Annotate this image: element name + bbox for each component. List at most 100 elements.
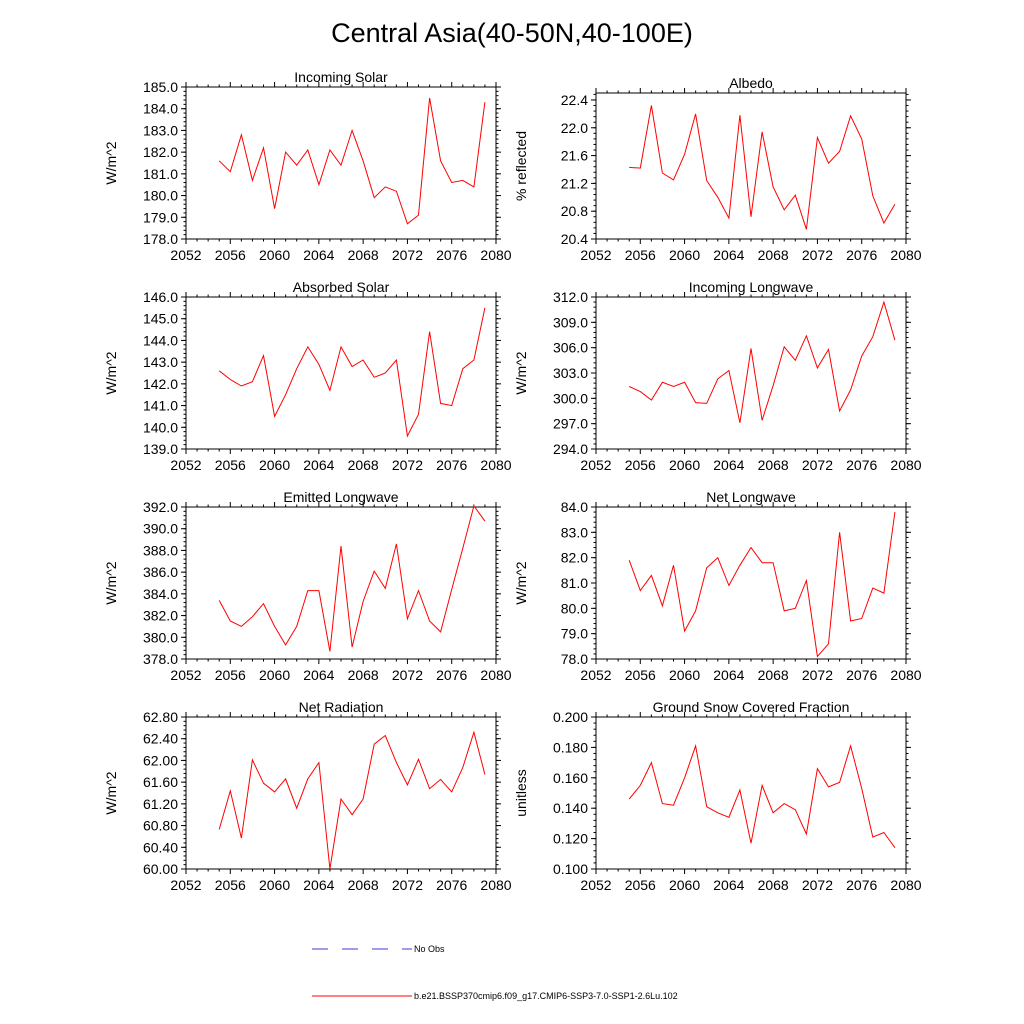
x-tick-label: 2076 — [436, 247, 467, 263]
panel-title: Ground Snow Covered Fraction — [653, 699, 850, 715]
y-tick-label: 80.0 — [561, 600, 588, 616]
x-tick-label: 2068 — [758, 877, 789, 893]
x-tick-label: 2076 — [436, 457, 467, 473]
y-tick-label: 180.0 — [143, 188, 178, 204]
x-tick-label: 2080 — [480, 457, 511, 473]
x-tick-label: 2076 — [846, 877, 877, 893]
y-tick-label: 0.160 — [553, 770, 588, 786]
y-tick-label: 306.0 — [553, 340, 588, 356]
series-line — [628, 300, 896, 423]
legend-series-label: b.e21.BSSP370cmip6.f09_g17.CMIP6-SSP3-7.… — [414, 991, 678, 1001]
y-axis-label: W/m^2 — [103, 561, 119, 604]
x-tick-label: 2052 — [580, 667, 611, 683]
y-tick-label: 20.8 — [561, 203, 588, 219]
y-tick-label: 62.40 — [143, 731, 178, 747]
y-tick-label: 60.80 — [143, 818, 178, 834]
x-tick-label: 2072 — [802, 457, 833, 473]
y-axis-label: W/m^2 — [103, 351, 119, 394]
x-tick-label: 2056 — [215, 877, 246, 893]
y-tick-label: 378.0 — [143, 651, 178, 667]
y-tick-label: 178.0 — [143, 231, 178, 247]
y-tick-label: 78.0 — [561, 651, 588, 667]
x-tick-label: 2056 — [215, 667, 246, 683]
y-tick-label: 139.0 — [143, 441, 178, 457]
panel-net-radiation: Net Radiation W/m^2 2052 2056 2060 2064 2068 20… — [103, 699, 512, 893]
y-tick-label: 60.00 — [143, 861, 178, 877]
y-tick-label: 179.0 — [143, 209, 178, 225]
y-tick-label: 388.0 — [143, 542, 178, 558]
x-tick-label: 2064 — [713, 877, 744, 893]
y-tick-label: 0.200 — [553, 709, 588, 725]
x-tick-label: 2068 — [758, 457, 789, 473]
x-tick-label: 2060 — [669, 247, 700, 263]
y-tick-label: 386.0 — [143, 564, 178, 580]
x-tick-label: 2068 — [348, 877, 379, 893]
series-line — [218, 504, 486, 652]
x-tick-label: 2052 — [170, 457, 201, 473]
series-line — [218, 730, 486, 870]
x-tick-label: 2060 — [259, 247, 290, 263]
x-tick-label: 2064 — [303, 247, 334, 263]
x-tick-label: 2056 — [625, 877, 656, 893]
x-tick-label: 2068 — [758, 247, 789, 263]
x-tick-label: 2080 — [890, 247, 921, 263]
y-tick-label: 144.0 — [143, 332, 178, 348]
panel-ground-snow-covered-fraction: Ground Snow Covered Fraction unitless 2052… — [513, 699, 922, 893]
y-tick-label: 0.180 — [553, 739, 588, 755]
y-tick-label: 62.80 — [143, 709, 178, 725]
x-tick-label: 2052 — [580, 247, 611, 263]
legend-no-obs-label: No Obs — [414, 944, 445, 954]
x-tick-label: 2068 — [348, 667, 379, 683]
y-tick-label: 294.0 — [553, 441, 588, 457]
y-tick-label: 309.0 — [553, 314, 588, 330]
y-axis-label: W/m^2 — [513, 351, 529, 394]
y-tick-label: 62.00 — [143, 752, 178, 768]
y-tick-label: 60.40 — [143, 839, 178, 855]
panels: Incoming Solar W/m^2 2052 2056 2060 2064 2068 2… — [103, 69, 922, 893]
panel-title: Absorbed Solar — [293, 279, 390, 295]
x-tick-label: 2072 — [392, 247, 423, 263]
x-tick-label: 2076 — [846, 667, 877, 683]
y-tick-label: 0.120 — [553, 831, 588, 847]
panel-title: Incoming Longwave — [689, 279, 814, 295]
x-tick-label: 2052 — [170, 667, 201, 683]
y-tick-label: 22.0 — [561, 120, 588, 136]
x-tick-label: 2060 — [669, 457, 700, 473]
x-tick-label: 2056 — [215, 457, 246, 473]
y-tick-label: 390.0 — [143, 521, 178, 537]
x-tick-label: 2080 — [890, 457, 921, 473]
y-tick-label: 0.100 — [553, 861, 588, 877]
x-tick-label: 2072 — [392, 457, 423, 473]
y-tick-label: 384.0 — [143, 586, 178, 602]
x-tick-label: 2060 — [259, 877, 290, 893]
y-tick-label: 300.0 — [553, 390, 588, 406]
y-tick-label: 61.20 — [143, 796, 178, 812]
x-tick-label: 2080 — [480, 247, 511, 263]
panel-title: Net Radiation — [299, 699, 384, 715]
panel-emitted-longwave: Emitted Longwave W/m^2 2052 2056 2060 2064 206… — [103, 489, 512, 683]
x-tick-label: 2060 — [259, 457, 290, 473]
x-tick-label: 2052 — [170, 877, 201, 893]
y-tick-label: 142.0 — [143, 376, 178, 392]
series-line — [629, 105, 896, 230]
x-tick-label: 2072 — [392, 667, 423, 683]
y-tick-label: 303.0 — [553, 365, 588, 381]
x-tick-label: 2080 — [890, 877, 921, 893]
x-tick-label: 2052 — [580, 457, 611, 473]
x-tick-label: 2076 — [846, 457, 877, 473]
y-tick-label: 380.0 — [143, 629, 178, 645]
x-tick-label: 2056 — [215, 247, 246, 263]
x-tick-label: 2064 — [713, 247, 744, 263]
y-tick-label: 183.0 — [143, 122, 178, 138]
series-line — [218, 97, 486, 225]
y-tick-label: 21.2 — [561, 175, 588, 191]
y-tick-label: 21.6 — [561, 148, 588, 164]
x-tick-label: 2072 — [802, 667, 833, 683]
x-tick-label: 2052 — [580, 877, 611, 893]
y-tick-label: 22.4 — [561, 92, 588, 108]
panel-incoming-longwave: Incoming Longwave W/m^2 2052 2056 2060 2064 20… — [513, 279, 922, 473]
y-tick-label: 83.0 — [561, 524, 588, 540]
legend: No Obs b.e21.BSSP370cmip6.f09_g17.CMIP6-… — [312, 944, 678, 1001]
figure-title: Central Asia(40-50N,40-100E) — [331, 18, 693, 48]
series-line — [218, 307, 486, 438]
